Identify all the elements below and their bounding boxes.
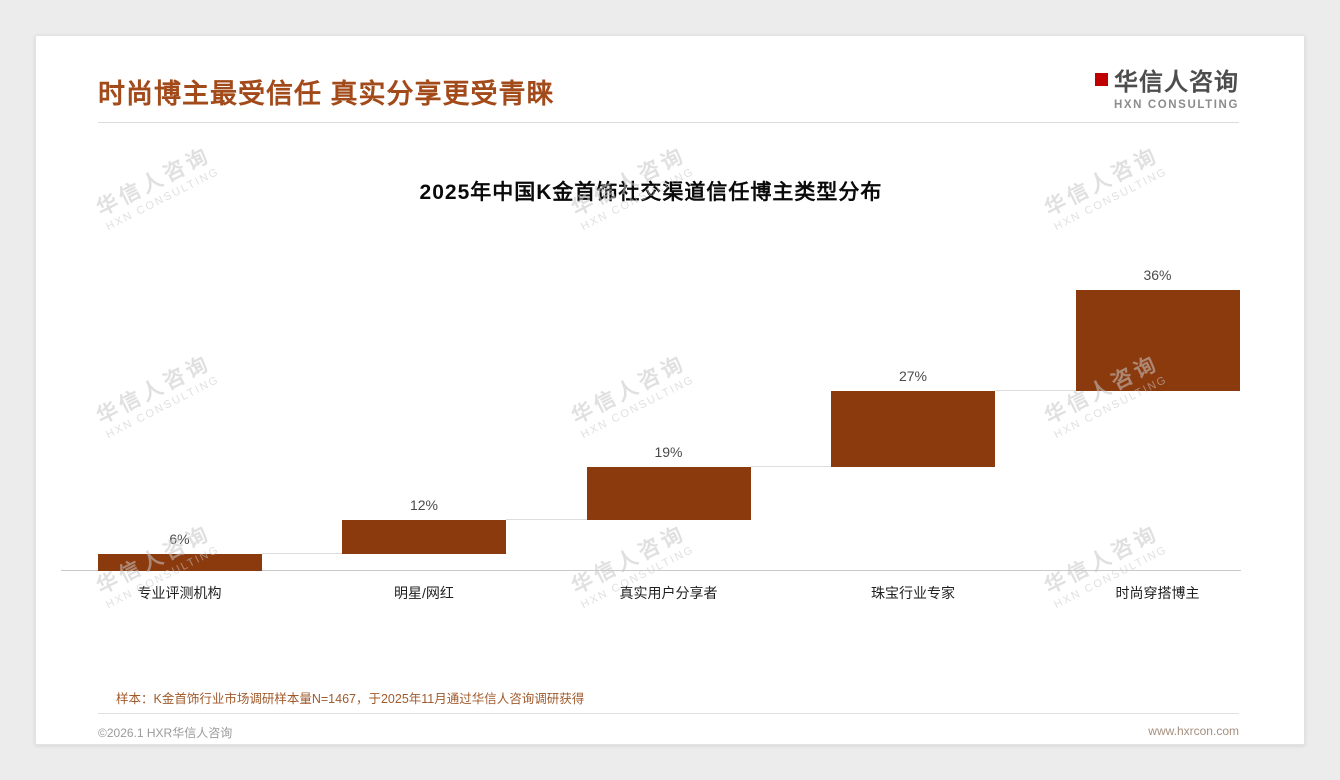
step-connector-line [506,519,587,521]
chart-bar [1075,290,1240,392]
chart-bar [586,467,751,521]
step-connector-line [750,466,831,468]
logo-name: 华信人咨询 [1113,69,1239,96]
logo: 华信人咨询 HXN CONSULTING [1094,62,1239,111]
waterfall-chart: 6% 专业评测机构 12% 明星/网红 19% 真实用户分享者 27% 珠宝行业专家 36% 时尚… [61,186,1241,601]
slide-card: 时尚博主最受信任 真实分享更受青睐 华信人咨询 HXN CONSULTING 2… [35,35,1305,745]
bar-value-label: 19% [654,444,683,461]
category-label: 真实用户分享者 [619,585,718,601]
header-divider [98,122,1239,123]
bar-value-label: 12% [409,497,439,514]
category-label: 专业评测机构 [137,585,222,601]
step-connector-line [261,553,342,555]
step-connector-line [995,390,1076,392]
chart-bar [97,554,262,571]
footer-divider [98,713,1239,714]
page-title: 时尚博主最受信任 真实分享更受青睐 [98,79,555,109]
category-label: 珠宝行业专家 [871,585,955,601]
bar-value-label: 36% [1143,267,1172,283]
chart-title: 2025年中国K金首饰社交渠道信任博主类型分布 [419,181,883,204]
logo-subtitle: HXN CONSULTING [1113,99,1239,111]
sample-note: 样本：K金首饰行业市场调研样本量N=1467，于2025年11月通过华信人咨询调… [116,692,585,706]
category-label: 时尚穿搭博主 [1115,585,1200,601]
bar-value-label: 27% [898,368,928,385]
x-axis-baseline [61,570,1241,571]
bar-value-label: 6% [169,531,190,548]
category-label: 明星/网红 [394,585,454,601]
logo-mark-icon [1094,73,1108,86]
footer-website: www.hxrcon.com [1148,724,1239,738]
chart-bar [342,520,506,555]
chart-bar [831,391,995,468]
footer-copyright: ©2026.1 HXR华信人咨询 [98,726,233,740]
